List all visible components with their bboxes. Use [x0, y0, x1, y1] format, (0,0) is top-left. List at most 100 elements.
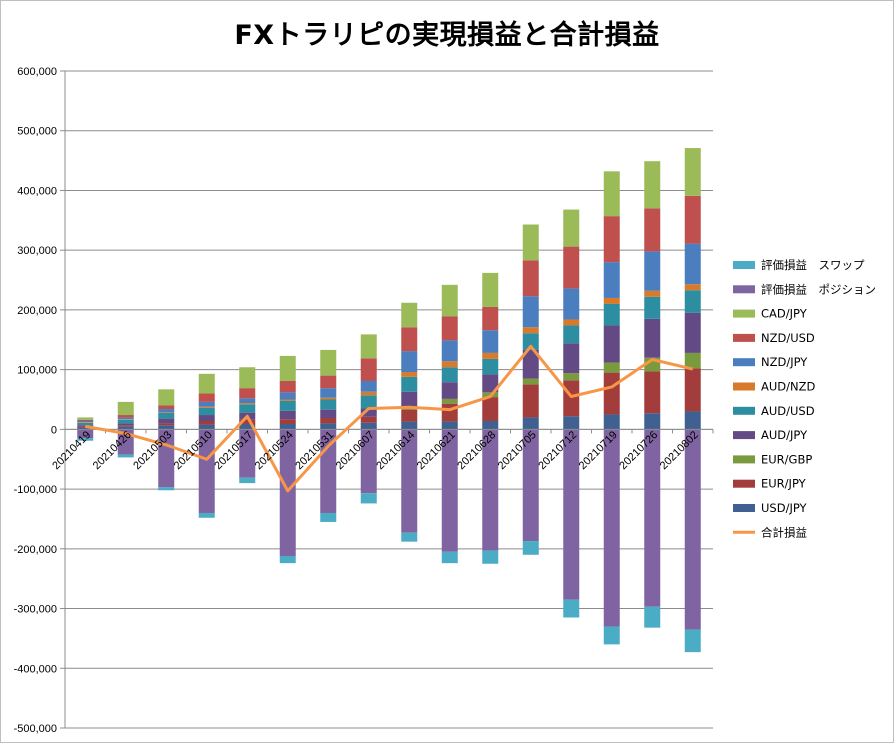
bar-segment: [684, 290, 701, 313]
bar-segment: [563, 209, 580, 247]
bar-segment: [644, 290, 661, 297]
bar-segment: [401, 421, 418, 430]
legend-label: AUD/NZD: [761, 380, 815, 394]
bar-segment: [563, 373, 580, 381]
bar-segment: [320, 512, 337, 522]
bar-segment: [684, 629, 701, 653]
bar-segment: [482, 397, 499, 422]
legend-swatch: [733, 285, 755, 294]
bar-segment: [158, 412, 175, 419]
bar-segment: [603, 297, 620, 304]
bar-segment: [198, 421, 215, 425]
bar-segment: [522, 417, 539, 430]
bar-segment: [320, 397, 337, 400]
bar-segment: [563, 319, 580, 326]
bar-segment: [441, 361, 458, 368]
bar-segment: [360, 493, 377, 504]
bar-segment: [684, 195, 701, 244]
bar-segment: [603, 626, 620, 645]
bar-segment: [360, 334, 377, 359]
bar-segment: [320, 399, 337, 410]
bar-segment: [603, 325, 620, 363]
legend-label: 評価損益 スワップ: [761, 258, 865, 272]
bar-segment: [320, 409, 337, 419]
bar-segment: [239, 367, 256, 389]
bar-segment: [401, 302, 418, 328]
bar-segment: [401, 351, 418, 373]
bar-segment: [77, 427, 94, 430]
bar-segment: [603, 303, 620, 326]
legend-swatch: [733, 406, 755, 415]
bar-segment: [563, 599, 580, 618]
legend-swatch: [733, 479, 755, 488]
y-tick-label: 100,000: [17, 365, 57, 377]
bar-segment: [522, 327, 539, 334]
legend-swatch: [733, 358, 755, 367]
bar-segment: [482, 352, 499, 359]
bar-segment: [320, 418, 337, 424]
legend-swatch: [733, 333, 755, 342]
bar-segment: [644, 371, 661, 414]
bar-segment: [198, 406, 215, 408]
bar-segment: [239, 477, 256, 484]
bar-segment: [360, 395, 377, 409]
bar-segment: [77, 429, 94, 439]
bar-segment: [644, 296, 661, 319]
chart-title: FXトラリピの実現損益と合計損益: [234, 20, 660, 51]
bar-segment: [77, 438, 94, 441]
legend-label: 合計損益: [761, 525, 807, 539]
bar-segment: [158, 389, 175, 406]
bar-segment: [117, 417, 134, 420]
bar-segment: [522, 541, 539, 555]
bar-segment: [117, 415, 134, 418]
bar-segment: [158, 409, 175, 413]
bar-segment: [360, 408, 377, 417]
bar-segment: [239, 403, 256, 405]
bar-segment: [239, 404, 256, 413]
bar-segment: [320, 388, 337, 398]
bar-segment: [522, 333, 539, 350]
bar-segment: [644, 318, 661, 358]
bar-segment: [401, 429, 418, 533]
bar-segment: [360, 380, 377, 392]
bar-segment: [684, 148, 701, 196]
bar-segment: [522, 378, 539, 385]
bar-segment: [401, 327, 418, 352]
bar-segment: [279, 555, 296, 564]
bar-segment: [77, 419, 94, 422]
y-tick-label: 300,000: [17, 245, 57, 257]
bar-segment: [77, 422, 94, 423]
y-tick-label: -200,000: [14, 544, 57, 556]
bar-segment: [158, 425, 175, 430]
bar-segment: [198, 373, 215, 394]
bar-segment: [198, 407, 215, 416]
bar-segment: [279, 410, 296, 420]
bar-segment: [239, 419, 256, 424]
bar-segment: [603, 362, 620, 373]
bar-segment: [644, 429, 661, 607]
y-tick-label: -100,000: [14, 484, 57, 496]
bar-segment: [603, 372, 620, 415]
bar-segment: [401, 409, 418, 422]
bar-segment: [279, 399, 296, 401]
legend-swatch: [733, 504, 755, 512]
bar-segment: [198, 424, 215, 430]
bar-segment: [279, 355, 296, 381]
y-tick-label: -400,000: [14, 663, 57, 675]
legend-label: EUR/GBP: [761, 452, 812, 466]
bar-segment: [482, 306, 499, 331]
bar-segment: [360, 416, 377, 423]
bar-segment: [603, 216, 620, 263]
bar-segment: [482, 358, 499, 375]
legend-label: AUD/USD: [761, 404, 815, 418]
bar-segment: [77, 417, 94, 420]
bar-segment: [563, 246, 580, 289]
bar-segment: [441, 398, 458, 404]
bar-segment: [158, 405, 175, 410]
bar-segment: [117, 423, 134, 426]
bar-segment: [522, 384, 539, 418]
bar-segment: [239, 388, 256, 399]
bar-segment: [563, 325, 580, 344]
bar-segment: [117, 401, 134, 416]
legend-label: CAD/JPY: [761, 307, 808, 321]
